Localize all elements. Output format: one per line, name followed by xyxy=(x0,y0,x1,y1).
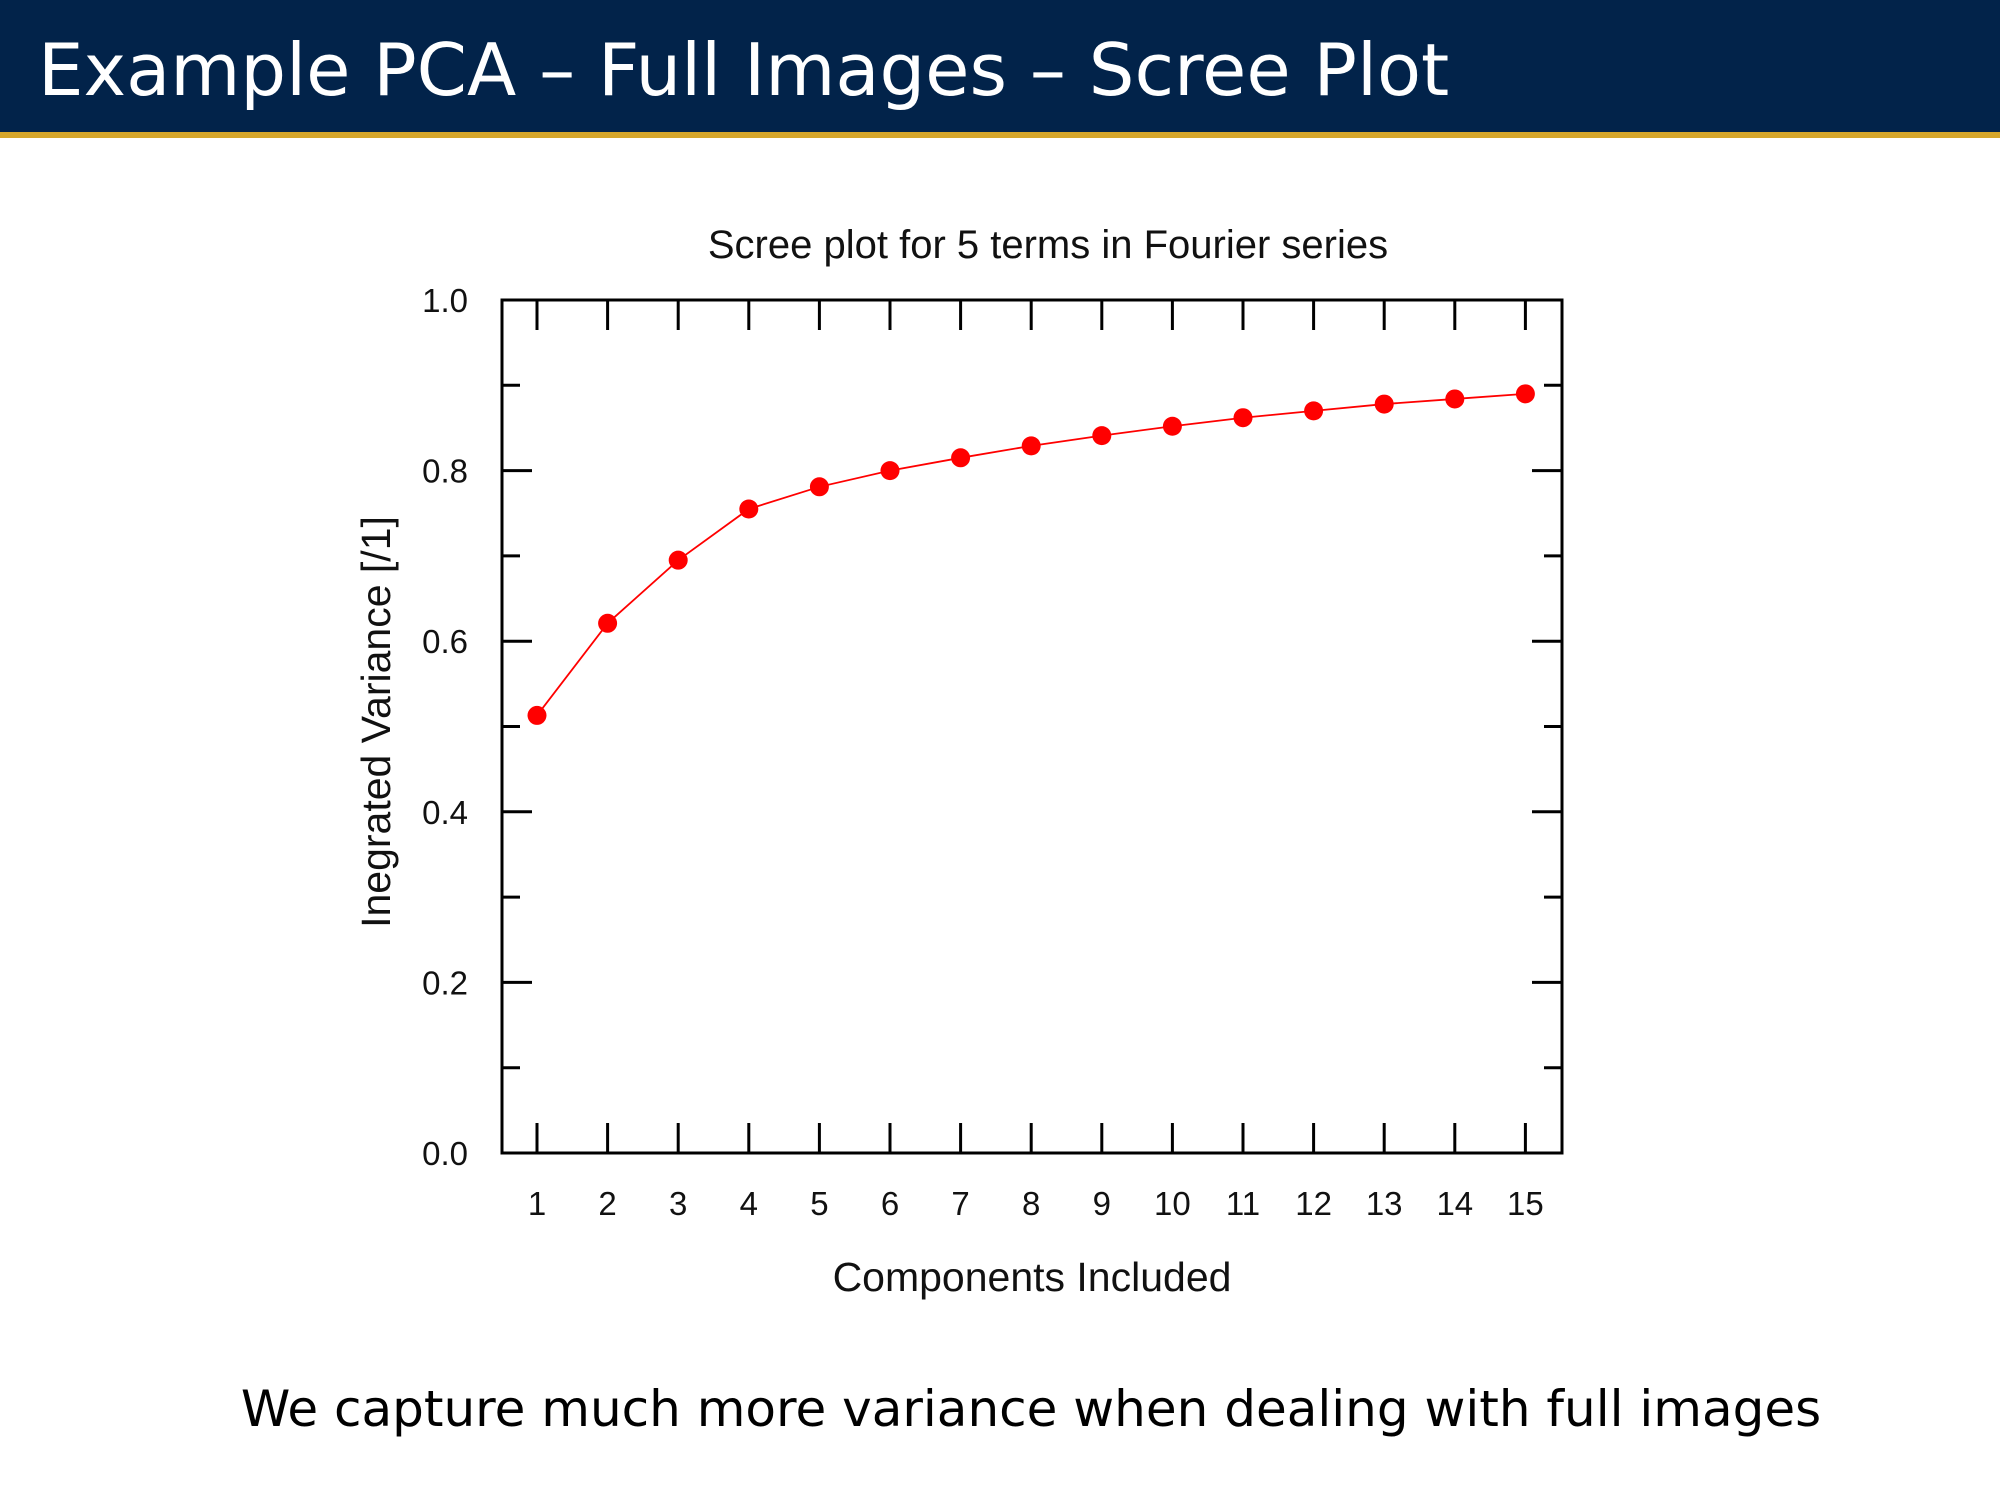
x-tick-label: 2 xyxy=(598,1185,616,1222)
y-tick-label: 0.6 xyxy=(422,623,468,660)
x-tick-label: 4 xyxy=(740,1185,758,1222)
x-tick-label: 8 xyxy=(1022,1185,1040,1222)
y-axis-label: Inegrated Variance [/1] xyxy=(353,516,399,928)
data-point xyxy=(1304,401,1324,421)
slide-header: Example PCA – Full Images – Scree Plot xyxy=(0,0,2000,132)
data-point xyxy=(1515,384,1535,404)
data-point xyxy=(809,477,829,497)
data-point xyxy=(1162,416,1182,436)
y-tick-label: 0.0 xyxy=(422,1135,468,1172)
x-tick-label: 15 xyxy=(1507,1185,1544,1222)
data-point xyxy=(668,550,688,570)
x-tick-label: 9 xyxy=(1093,1185,1111,1222)
axis-ticks xyxy=(502,298,1562,1155)
x-tick-label: 11 xyxy=(1226,1185,1260,1222)
x-tick-label: 7 xyxy=(951,1185,969,1222)
data-point xyxy=(951,448,971,468)
x-tick-label: 14 xyxy=(1436,1185,1473,1222)
data-point xyxy=(1233,408,1253,428)
x-tick-label: 10 xyxy=(1154,1185,1191,1222)
x-tick-label: 6 xyxy=(881,1185,899,1222)
x-tick-label: 1 xyxy=(528,1185,546,1222)
header-divider xyxy=(0,132,2000,138)
x-tick-label: 13 xyxy=(1366,1185,1403,1222)
data-point xyxy=(527,705,547,725)
data-point xyxy=(1092,426,1112,446)
y-tick-label: 1.0 xyxy=(422,282,468,319)
x-tick-label: 12 xyxy=(1295,1185,1332,1222)
data-point xyxy=(1445,389,1465,409)
slide-title: Example PCA – Full Images – Scree Plot xyxy=(38,28,1450,112)
tick-labels: 1 2 3 4 5 6 7 8 9 10 11 12 13 14 150.00.20.40.60.81.0 xyxy=(422,282,1544,1222)
data-point xyxy=(880,461,900,481)
slide-caption: We capture much more variance when deali… xyxy=(240,1380,1822,1438)
chart-title: Scree plot for 5 terms in Fourier series xyxy=(708,223,1388,267)
data-point xyxy=(598,613,618,633)
series-layer xyxy=(527,384,1535,725)
x-tick-label: 5 xyxy=(810,1185,828,1222)
data-point xyxy=(1021,436,1041,456)
y-tick-label: 0.2 xyxy=(422,964,468,1001)
plot-frame xyxy=(500,298,1564,1155)
y-tick-label: 0.8 xyxy=(422,453,468,490)
x-tick-label: 3 xyxy=(669,1185,687,1222)
data-point xyxy=(739,499,759,519)
data-point xyxy=(1374,394,1394,414)
y-tick-label: 0.4 xyxy=(422,794,468,831)
x-axis-label: Components Included xyxy=(833,1254,1232,1300)
